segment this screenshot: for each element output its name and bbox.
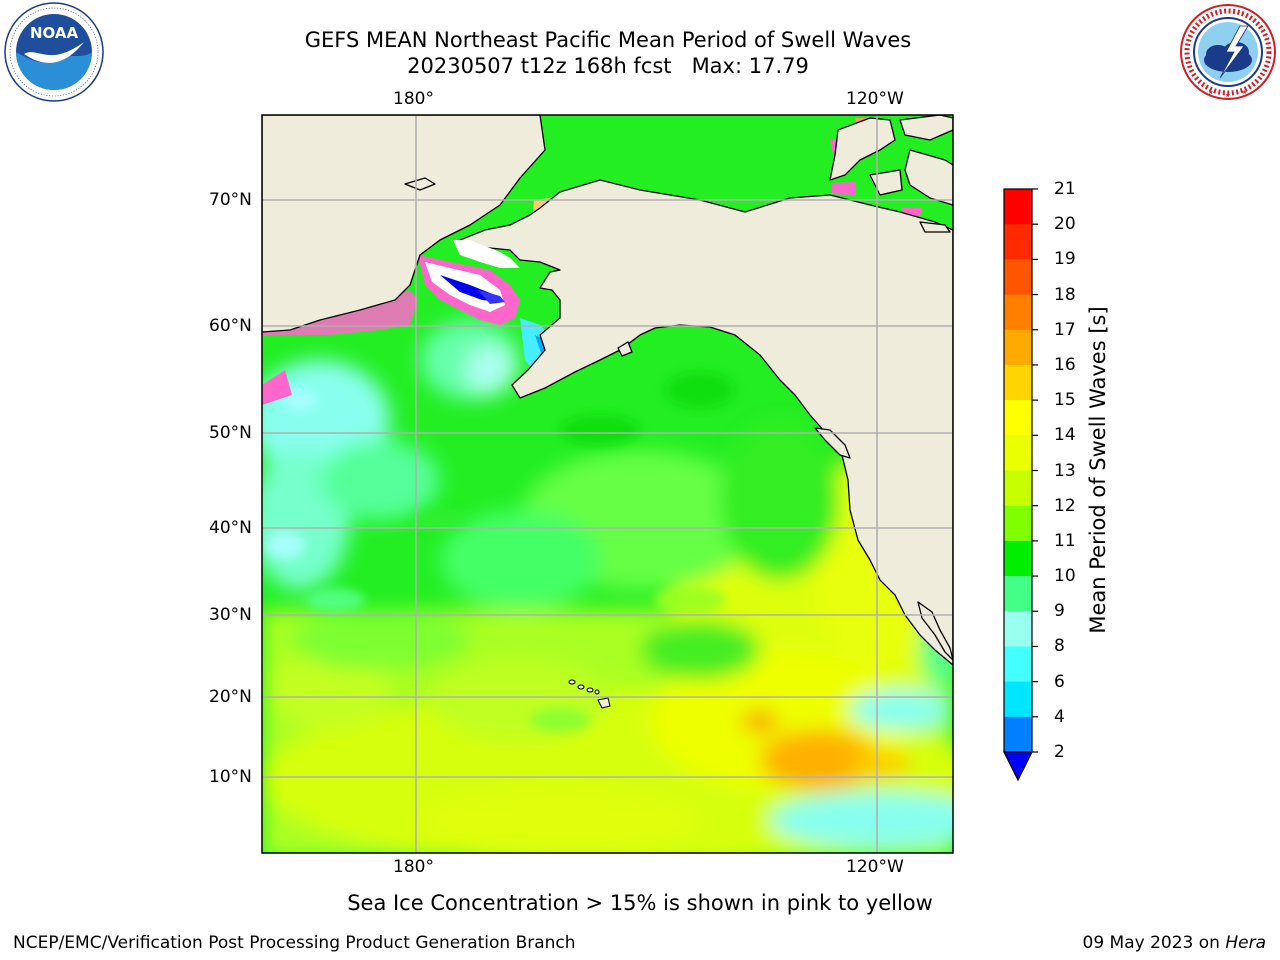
lat-label-60n: 60°N [209, 316, 252, 336]
star-icon: ★ [1208, 89, 1213, 96]
colorbar-swatch [1004, 716, 1032, 753]
lat-label-70n: 70°N [209, 190, 252, 210]
noaa-logo-text: NOAA [30, 24, 79, 42]
chart-title: GEFS MEAN Northeast Pacific Mean Period … [304, 28, 912, 52]
colorbar-tick-label: 9 [1054, 601, 1065, 622]
colorbar-tick-label: 18 [1054, 284, 1076, 305]
lon-label-bottom-120w: 120°W [846, 857, 904, 877]
nws-logo: ★ ★ ★ [1180, 4, 1276, 100]
lat-label-30n: 30°N [209, 605, 252, 625]
colorbar-tick-label: 21 [1054, 179, 1076, 199]
noaa-logo: NOAA [4, 2, 104, 102]
chart-subtitle: 20230507 t12z 168h fcst Max: 17.79 [407, 54, 809, 78]
colorbar [1004, 189, 1032, 753]
colorbar-under-arrow [1003, 751, 1033, 782]
colorbar-swatch [1004, 364, 1032, 401]
graticule [262, 115, 953, 853]
colorbar-swatch [1004, 435, 1032, 471]
swell-period-field [262, 115, 953, 853]
colorbar-tick-label: 12 [1054, 495, 1076, 516]
map-frame [261, 114, 954, 854]
colorbar-tick-label: 17 [1054, 319, 1076, 340]
land [262, 115, 953, 666]
colorbar-swatch [1004, 505, 1032, 542]
lat-label-40n: 40°N [209, 518, 252, 538]
colorbar-swatch [1004, 400, 1032, 436]
lon-label-top-180: 180° [393, 89, 434, 109]
colorbar-swatch [1004, 259, 1032, 296]
colorbar-tick-label: 6 [1054, 671, 1065, 692]
lon-label-bottom-180: 180° [393, 857, 434, 877]
colorbar-tick-label: 10 [1054, 566, 1076, 587]
colorbar-swatch [1004, 470, 1032, 507]
colorbar-swatch [1004, 294, 1032, 331]
colorbar-tick-label: 2 [1054, 742, 1065, 762]
colorbar-tick-label: 16 [1054, 354, 1076, 375]
colorbar-swatch [1004, 189, 1032, 225]
colorbar-tick-label: 15 [1054, 390, 1076, 411]
colorbar-swatch [1004, 224, 1032, 260]
colorbar-tick-label: 13 [1054, 460, 1076, 481]
date-text: 09 May 2023 on [1082, 933, 1220, 953]
lat-label-10n: 10°N [209, 767, 252, 787]
lat-label-20n: 20°N [209, 687, 252, 707]
colorbar-swatch [1004, 576, 1032, 612]
colorbar-swatch [1004, 540, 1032, 577]
sea-ice-note-text: Sea Ice Concentration > 15% is shown in … [347, 891, 933, 915]
lat-label-50n: 50°N [209, 423, 252, 443]
colorbar-swatch [1004, 646, 1032, 683]
colorbar-tick-label: 11 [1054, 530, 1076, 551]
hawaii-islands [568, 679, 611, 709]
credit-line: NCEP/EMC/Verification Post Processing Pr… [13, 933, 576, 953]
colorbar-tick-label: 20 [1054, 214, 1076, 235]
colorbar-swatch [1004, 329, 1032, 366]
sea-ice-note: Sea Ice Concentration > 15% is shown in … [0, 891, 1280, 915]
colorbar-tick-label: 8 [1054, 636, 1065, 657]
date-line: 09 May 2023 on Hera [1083, 933, 1267, 953]
colorbar-title: Mean Period of Swell Waves [s] [1086, 306, 1110, 634]
colorbar-swatch [1004, 611, 1032, 647]
star-icon: ★ [1225, 92, 1230, 99]
star-icon: ★ [1242, 89, 1247, 96]
colorbar-tick-label: 14 [1054, 425, 1076, 446]
lon-label-top-120w: 120°W [846, 89, 904, 109]
colorbar-tick-label: 4 [1054, 706, 1065, 727]
host-name: Hera [1225, 933, 1266, 953]
colorbar-swatch [1004, 681, 1032, 718]
colorbar-tick-label: 19 [1054, 249, 1076, 270]
